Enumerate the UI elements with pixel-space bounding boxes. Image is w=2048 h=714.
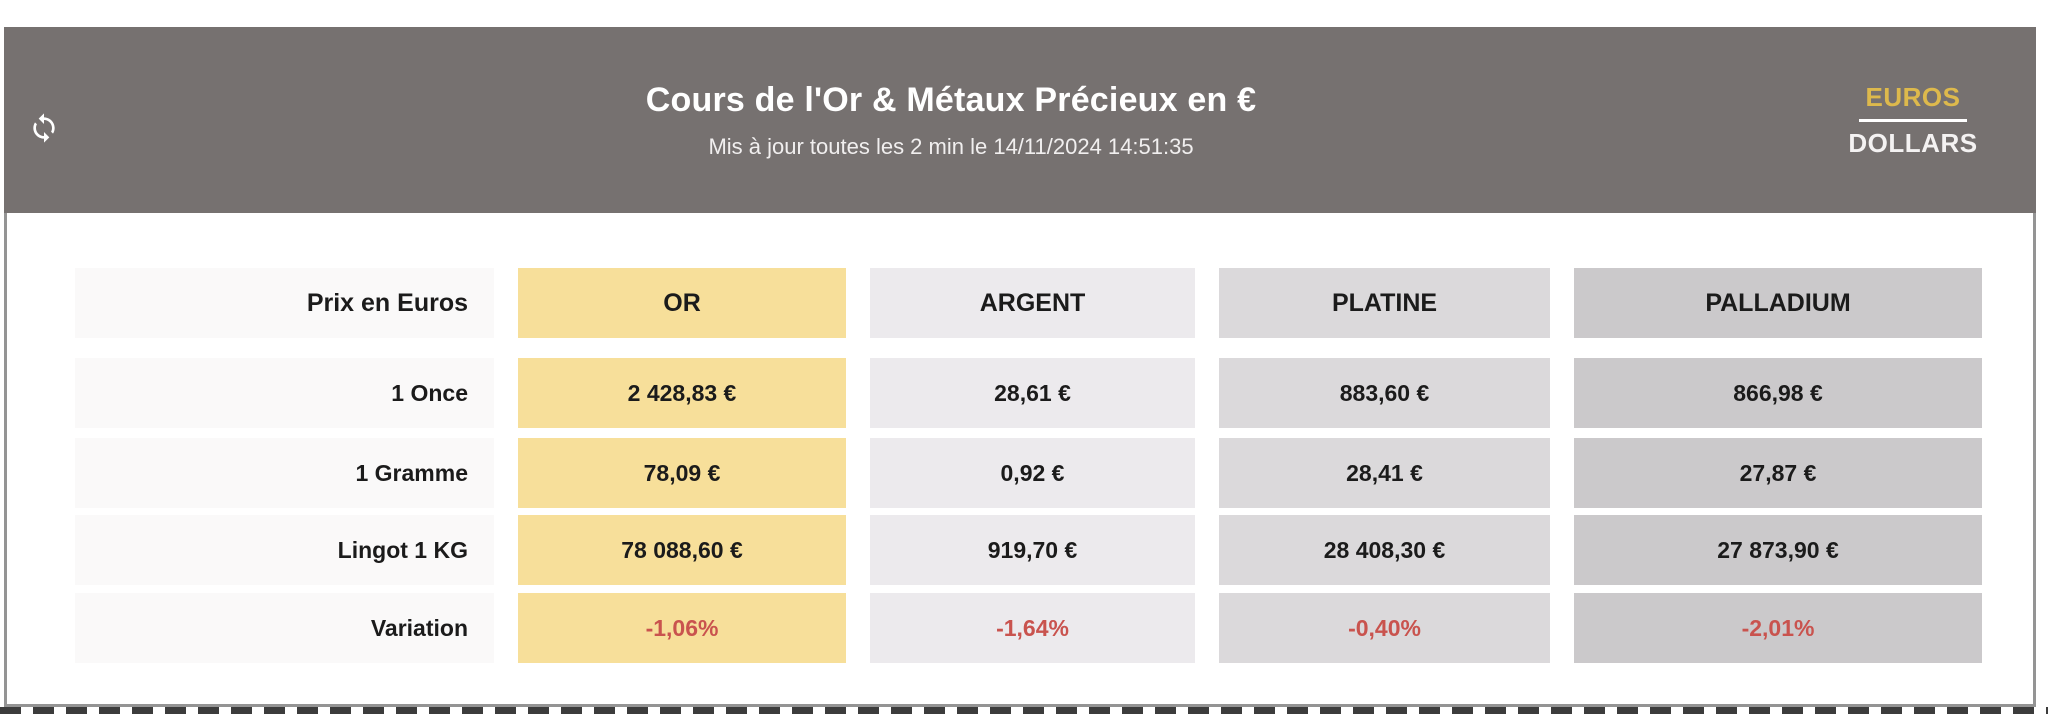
price-cell-platine: 28,41 € [1219,438,1550,508]
table-row-2: 1 Gramme 78,09 € 0,92 € 28,41 € 27,87 € [75,438,2033,508]
row-label: Lingot 1 KG [75,515,494,585]
page-title: Cours de l'Or & Métaux Précieux en € [645,80,1257,119]
header-center: Cours de l'Or & Métaux Précieux en € Mis… [84,27,1818,213]
price-cell-palladium: 27,87 € [1574,438,1982,508]
currency-option-euros[interactable]: EUROS [1865,81,1961,112]
column-header-argent: ARGENT [870,268,1195,338]
table-header-row: Prix en Euros OR ARGENT PLATINE PALLADIUM [75,268,2033,338]
prices-content: Prix en Euros OR ARGENT PLATINE PALLADIUM 1 O… [7,268,2033,663]
currency-toggle: EUROS DOLLARS [1818,27,2036,213]
price-cell-argent: 0,92 € [870,438,1195,508]
variation-cell-argent: -1,64% [870,593,1195,663]
price-cell-or: 78 088,60 € [518,515,846,585]
price-cell-palladium: 866,98 € [1574,358,1982,428]
price-cell-platine: 883,60 € [1219,358,1550,428]
variation-cell-palladium: -2,01% [1574,593,1982,663]
row-label: Variation [75,593,494,663]
column-header-platine: PLATINE [1219,268,1550,338]
price-cell-platine: 28 408,30 € [1219,515,1550,585]
prices-table: Prix en Euros OR ARGENT PLATINE PALLADIUM 1 O… [75,268,2033,663]
price-cell-argent: 28,61 € [870,358,1195,428]
variation-cell-platine: -0,40% [1219,593,1550,663]
price-cell-or: 2 428,83 € [518,358,846,428]
currency-divider [1859,118,1967,122]
table-row-3: Lingot 1 KG 78 088,60 € 919,70 € 28 408,30 … [75,515,2033,585]
price-cell-palladium: 27 873,90 € [1574,515,1982,585]
refresh-icon [28,112,60,147]
dashed-divider [0,707,2048,714]
row-label-header: Prix en Euros [75,268,494,338]
row-label: 1 Once [75,358,494,428]
refresh-area [4,27,84,213]
table-row-4: Variation -1,06% -1,64% -0,40% -2,01% [75,593,2033,663]
variation-cell-or: -1,06% [518,593,846,663]
widget-header: Cours de l'Or & Métaux Précieux en € Mis… [4,27,2036,213]
column-header-palladium: PALLADIUM [1574,268,1982,338]
refresh-button[interactable] [22,106,66,153]
table-row-1: 1 Once 2 428,83 € 28,61 € 883,60 € 866,98 € [75,358,2033,428]
update-status: Mis à jour toutes les 2 min le 14/11/202… [708,133,1194,159]
gold-prices-widget: Cours de l'Or & Métaux Précieux en € Mis… [4,27,2036,707]
column-header-or: OR [518,268,846,338]
row-label: 1 Gramme [75,438,494,508]
currency-option-dollars[interactable]: DOLLARS [1848,127,1978,158]
price-cell-or: 78,09 € [518,438,846,508]
price-cell-argent: 919,70 € [870,515,1195,585]
